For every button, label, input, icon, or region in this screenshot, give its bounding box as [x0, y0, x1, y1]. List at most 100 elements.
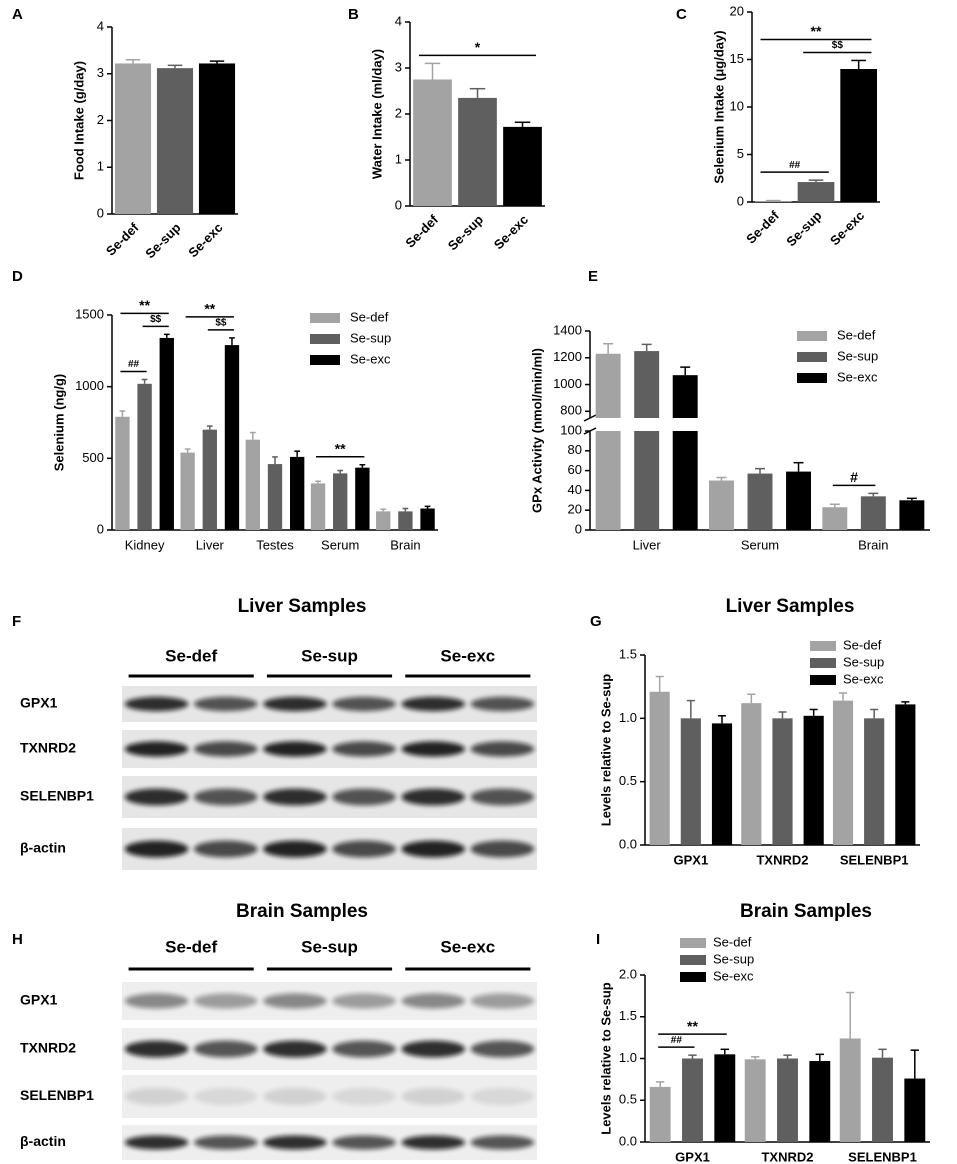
x-tick-label: Se-def — [743, 207, 782, 246]
x-tick-label: Se-def — [402, 211, 441, 250]
bar — [156, 68, 194, 214]
bar — [904, 1078, 926, 1142]
blot-band — [124, 741, 189, 757]
panel-letter: E — [588, 268, 598, 285]
legend-label: Se-sup — [843, 654, 884, 669]
y-tick-label: 2 — [395, 105, 402, 120]
group-label: Se-exc — [440, 646, 495, 665]
blot-band — [124, 840, 189, 858]
significance-label: $$ — [215, 318, 227, 329]
bar — [376, 511, 391, 530]
y-tick-label: 1.0 — [619, 710, 637, 725]
blot-band — [193, 1087, 258, 1106]
chart-panel: E 0 20 40 60 80 100 800 1000 1200 1400 GPx Activity… — [529, 268, 930, 552]
bar — [809, 1061, 831, 1142]
blot-band — [263, 696, 327, 712]
y-tick-label: 0.5 — [619, 773, 637, 788]
protein-label: SELENBP1 — [20, 1087, 94, 1103]
bar — [777, 1058, 798, 1142]
legend-label: Se-sup — [713, 951, 754, 966]
y-tick-label: 0.5 — [619, 1092, 637, 1107]
legend-swatch — [680, 938, 706, 948]
bar — [672, 375, 698, 418]
bar — [115, 416, 130, 530]
protein-label: TXNRD2 — [20, 740, 76, 756]
y-tick-label: 1.0 — [619, 1050, 637, 1065]
y-tick-label: 1200 — [553, 349, 582, 364]
blot-band — [470, 1040, 535, 1058]
blot-strip — [122, 776, 537, 818]
y-tick-label: 1000 — [553, 376, 582, 391]
y-axis-label: GPx Activity (nmol/min/ml) — [529, 348, 544, 513]
panel-letter: C — [676, 6, 687, 23]
bar — [839, 1038, 861, 1142]
blot-band — [401, 1135, 466, 1150]
western-blot: H Brain Samples Se-def Se-sup Se-exc GPX1 TXNR… — [12, 901, 537, 1160]
chart-panel: B 0 1 2 3 4 Water Intake (ml/day) Se-def Se-sup S… — [348, 6, 545, 253]
x-tick-label: Se-sup — [783, 208, 824, 249]
blot-band — [263, 741, 327, 757]
panel-letter: A — [12, 6, 23, 23]
y-tick-label: 0.0 — [619, 1133, 637, 1148]
bar — [860, 496, 886, 530]
significance-label: ** — [811, 23, 822, 39]
x-tick-label: TXNRD2 — [761, 1149, 813, 1164]
legend-swatch — [810, 641, 836, 651]
y-axis-label: Levels relative to Se-sup — [598, 982, 613, 1135]
legend-label: Se-sup — [350, 330, 391, 345]
chart-title: Liver Samples — [726, 596, 855, 617]
legend-swatch — [310, 313, 340, 323]
blot-band — [193, 1040, 258, 1058]
bar — [803, 715, 824, 845]
blot-band — [401, 840, 466, 858]
group-label: Se-def — [165, 646, 217, 665]
y-axis-label: Water Intake (ml/day) — [369, 49, 384, 179]
protein-label: β-actin — [20, 840, 66, 856]
panel-letter: F — [12, 613, 21, 630]
bar — [747, 473, 773, 530]
bar — [137, 383, 152, 530]
bar — [634, 431, 660, 530]
protein-label: β-actin — [20, 1133, 66, 1149]
bar — [503, 126, 542, 206]
blot-band — [124, 993, 189, 1009]
bar — [420, 508, 435, 530]
y-tick-label: 5 — [737, 146, 744, 161]
panel-letter: I — [596, 931, 600, 948]
significance-label: ** — [204, 301, 215, 317]
bar — [267, 464, 283, 530]
bar — [895, 704, 916, 845]
legend-swatch — [310, 334, 340, 344]
chart-panel: G Liver Samples 0.0 0.5 1.0 1.5 Levels relativ… — [590, 596, 920, 867]
significance-label: * — [475, 39, 481, 55]
blot-band — [332, 840, 396, 858]
legend-swatch — [797, 352, 827, 362]
bar — [180, 452, 195, 530]
bar — [114, 63, 152, 215]
legend-label: Se-def — [350, 309, 389, 324]
blot-strip — [122, 982, 537, 1020]
x-tick-label: Kidney — [125, 537, 165, 552]
y-axis-label: Selenium Intake (μg/day) — [711, 30, 726, 183]
legend-label: Se-exc — [713, 968, 754, 983]
bar — [672, 431, 698, 530]
protein-label: TXNRD2 — [20, 1040, 76, 1056]
blot-strip — [122, 1125, 537, 1160]
protein-label: GPX1 — [20, 695, 58, 711]
blot-band — [124, 788, 189, 806]
y-tick-label: 15 — [730, 51, 744, 66]
chart-panel: A 0 1 2 3 4 Food Intake (g/day) Se-def Se-sup Se-… — [12, 6, 238, 261]
bar — [398, 511, 413, 530]
blot-band — [332, 993, 396, 1009]
bar — [822, 507, 848, 530]
significance-label: ** — [139, 297, 150, 313]
bar — [864, 718, 885, 845]
y-tick-label: 4 — [97, 18, 104, 33]
protein-label: GPX1 — [20, 992, 58, 1008]
significance-label: $$ — [150, 314, 162, 325]
legend-label: Se-exc — [837, 369, 878, 384]
protein-label: SELENBP1 — [20, 788, 94, 804]
blot-band — [470, 741, 535, 757]
axis-break — [583, 414, 597, 422]
blot-band — [263, 1040, 327, 1058]
